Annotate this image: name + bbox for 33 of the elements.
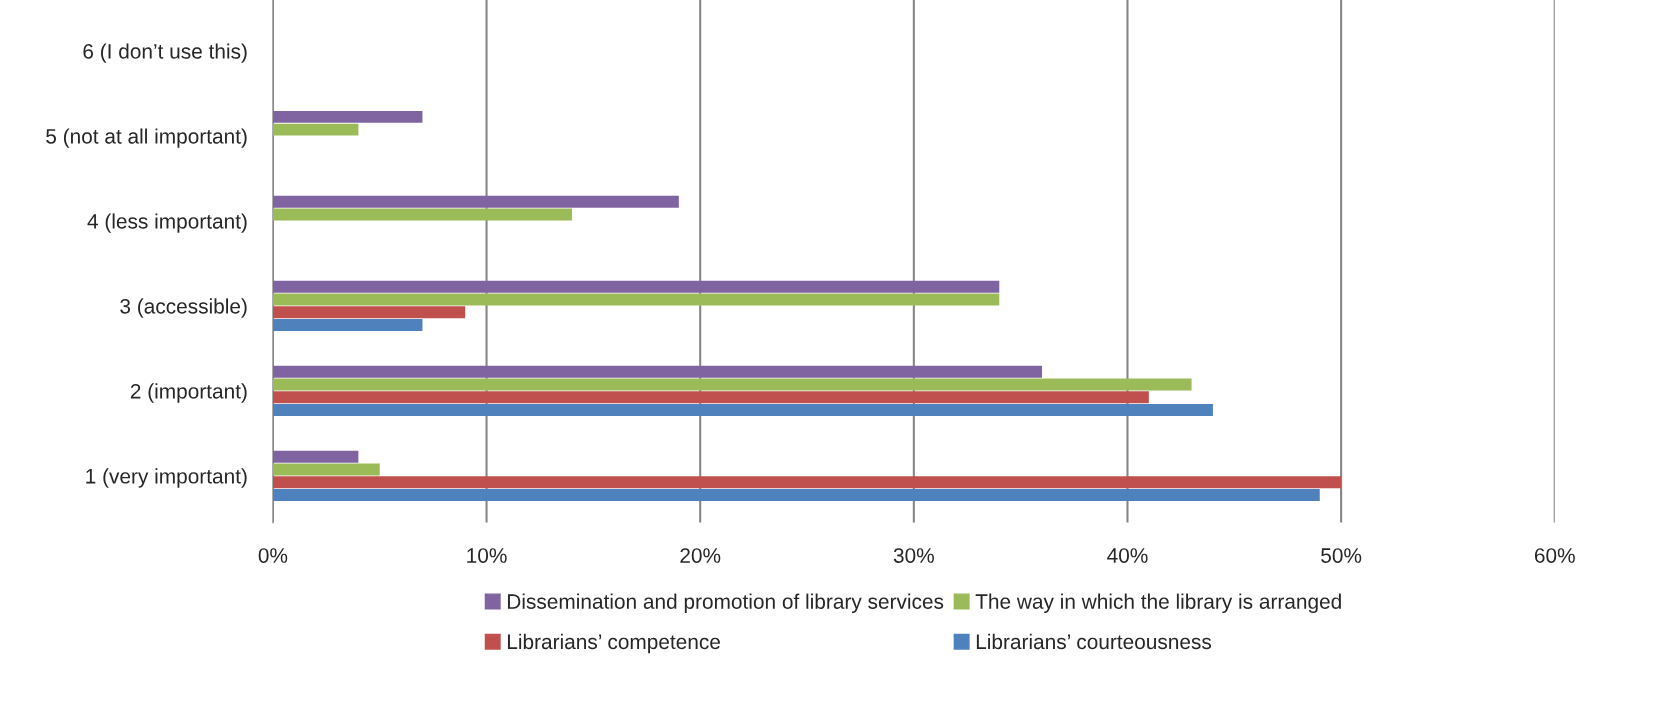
bar	[272, 319, 423, 331]
bar	[272, 365, 1043, 378]
y-tick-label: 2 (important)	[130, 383, 247, 403]
y-tick-label: 5 (not at all important)	[46, 128, 247, 148]
bar	[272, 489, 1320, 501]
x-tick-label: 40%	[1107, 548, 1148, 563]
legend-label: Dissemination and promotion of library services	[507, 593, 944, 614]
bar	[272, 476, 1342, 489]
bar	[272, 123, 359, 136]
legend-label: Librarians’ competence	[507, 633, 720, 654]
bar	[272, 306, 466, 319]
legend-label: The way in which the library is arranged	[975, 593, 1341, 614]
y-tick-label: 6 (I don’t use this)	[83, 43, 247, 63]
x-tick-label: 0%	[258, 548, 288, 563]
bar	[272, 463, 380, 476]
x-tick-label: 50%	[1321, 548, 1362, 563]
bar	[272, 280, 1000, 293]
bar	[272, 450, 359, 463]
bar	[272, 208, 573, 221]
bar	[272, 404, 1213, 416]
x-tick-label: 10%	[467, 548, 507, 563]
y-tick-label: 1 (very important)	[86, 468, 247, 488]
bar	[272, 391, 1149, 404]
bar	[272, 378, 1192, 391]
x-tick-label: 60%	[1534, 548, 1575, 563]
y-tick-label: 3 (accessible)	[120, 298, 247, 318]
bar	[272, 110, 423, 123]
bar	[272, 195, 679, 208]
x-tick-label: 20%	[680, 548, 721, 563]
y-tick-label: 4 (less important)	[87, 213, 247, 233]
x-tick-label: 30%	[893, 548, 934, 563]
bar	[272, 293, 1000, 306]
legend-label: Librarians’ courteousness	[976, 633, 1212, 650]
